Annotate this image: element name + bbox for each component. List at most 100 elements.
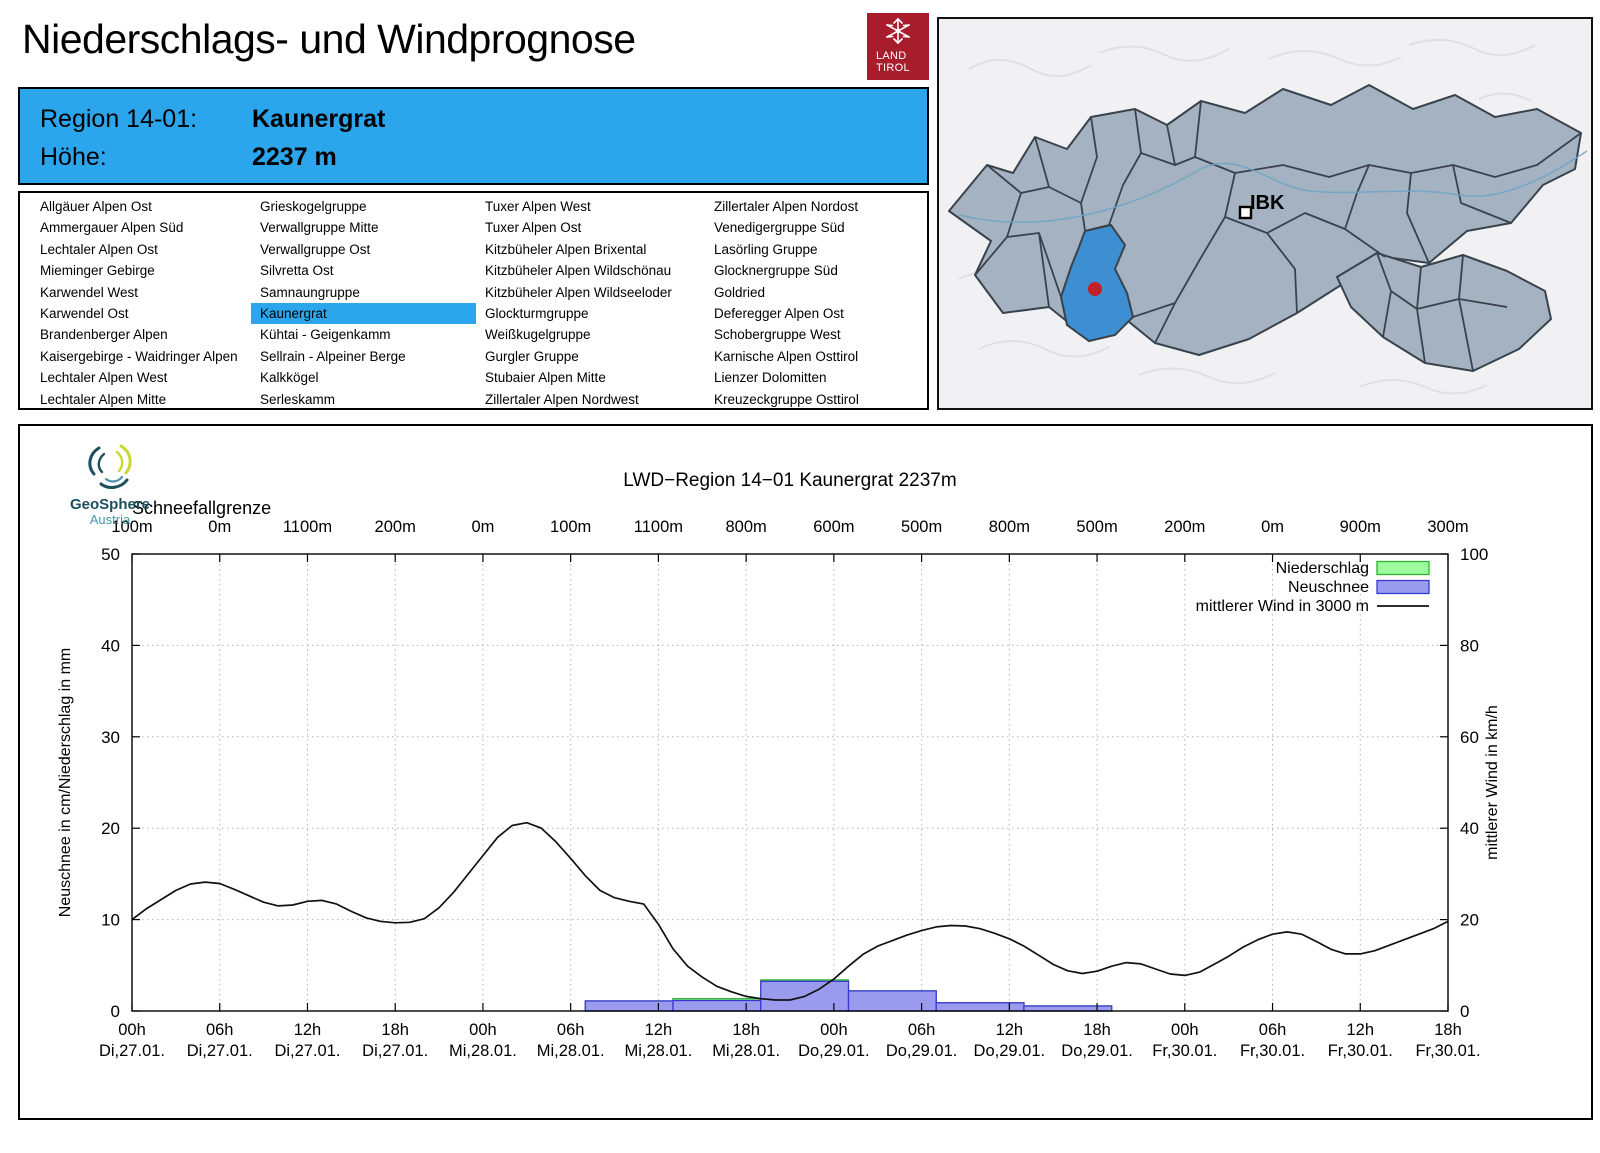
- region-label: Region 14-01:: [40, 105, 198, 133]
- left-tick-label: 40: [101, 636, 120, 655]
- logo-text: LAND TIROL: [876, 50, 910, 74]
- region-item[interactable]: Kitzbüheler Alpen Wildseeloder: [485, 284, 672, 300]
- snowline-value: 300m: [1427, 518, 1468, 536]
- region-item[interactable]: Kaisergebirge - Waidringer Alpen: [40, 348, 238, 364]
- region-item[interactable]: Kalkkögel: [260, 370, 319, 386]
- region-item[interactable]: Allgäuer Alpen Ost: [40, 199, 152, 214]
- x-tick-time: 18h: [732, 1021, 760, 1039]
- snowline-value: 800m: [989, 518, 1030, 536]
- region-item[interactable]: Deferegger Alpen Ost: [714, 305, 844, 321]
- forecast-chart-svg: LWD−Region 14−01 Kaunergrat 2237m Schneef…: [57, 470, 1501, 1060]
- region-item[interactable]: Verwallgruppe Ost: [260, 241, 371, 257]
- region-item[interactable]: Lasörling Gruppe: [714, 241, 818, 257]
- left-tick-label: 10: [101, 911, 120, 930]
- map-relief-texture: [958, 38, 1536, 395]
- snowline-value: 900m: [1340, 518, 1381, 536]
- region-item[interactable]: Kitzbüheler Alpen Wildschönau: [485, 263, 672, 279]
- page-title: Niederschlags- und Windprognose: [22, 16, 636, 62]
- geosphere-logo: GeoSphere Austria: [48, 442, 172, 527]
- chart-axes: [131, 553, 1449, 1012]
- region-item[interactable]: Mieminger Gebirge: [40, 263, 155, 279]
- region-item[interactable]: Venedigergruppe Süd: [714, 220, 845, 236]
- legend-label: Niederschlag: [1276, 560, 1369, 577]
- region-item[interactable]: Karwendel Ost: [40, 305, 129, 321]
- region-column: Grieskogelgruppe Verwallgruppe Mitte Verwa…: [251, 196, 476, 410]
- location-marker: [1088, 282, 1102, 296]
- neuschnee-bar: [1023, 1005, 1113, 1012]
- region-item[interactable]: Lechtaler Alpen Ost: [40, 241, 158, 257]
- region-item[interactable]: Tuxer Alpen West: [485, 199, 591, 214]
- x-tick-time: 06h: [1259, 1021, 1287, 1039]
- region-item[interactable]: Tuxer Alpen Ost: [485, 220, 582, 236]
- x-tick-time: 18h: [381, 1021, 409, 1039]
- region-item[interactable]: Lechtaler Alpen West: [40, 370, 168, 386]
- snowline-value: 1100m: [283, 518, 332, 536]
- neuschnee-bar: [935, 1002, 1025, 1012]
- snowline-value: 100m: [111, 518, 152, 536]
- x-tick-time: 12h: [645, 1021, 673, 1039]
- x-tick-date: Fr,30.01.: [1328, 1042, 1393, 1060]
- region-item[interactable]: Samnaungruppe: [260, 284, 360, 300]
- region-item[interactable]: Verwallgruppe Mitte: [260, 220, 379, 236]
- x-tick-time: 12h: [1347, 1021, 1375, 1039]
- region-item[interactable]: Gurgler Gruppe: [485, 348, 579, 364]
- region-item[interactable]: Lienzer Dolomitten: [714, 370, 827, 386]
- legend-label: mittlerer Wind in 3000 m: [1196, 598, 1369, 615]
- region-item[interactable]: Glockturmgruppe: [485, 305, 589, 321]
- left-tick-label: 0: [111, 1002, 120, 1021]
- region-item[interactable]: Brandenberger Alpen: [40, 327, 168, 343]
- snowline-heading: Schneefallgrenze: [132, 498, 271, 518]
- map-district-borders: [974, 100, 1582, 372]
- region-item[interactable]: Glocknergruppe Süd: [714, 263, 838, 279]
- region-item[interactable]: Kühtai - Geigenkamm: [260, 327, 391, 343]
- region-item[interactable]: Sellrain - Alpeiner Berge: [260, 348, 406, 364]
- region-item[interactable]: Serleskamm: [260, 391, 336, 407]
- neuschnee-bar: [847, 990, 937, 1012]
- snowline-value: 600m: [813, 518, 854, 536]
- snowline-value: 100m: [550, 518, 591, 536]
- region-item[interactable]: Karnische Alpen Osttirol: [714, 348, 859, 364]
- snowline-value: 200m: [1164, 518, 1205, 536]
- chart-title: LWD−Region 14−01 Kaunergrat 2237m: [623, 470, 956, 491]
- region-item[interactable]: Karwendel West: [40, 284, 139, 300]
- legend-swatch: [1376, 560, 1430, 576]
- snowline-value: 800m: [725, 518, 766, 536]
- region-item[interactable]: Silvretta Ost: [260, 263, 334, 279]
- x-tick-time: 00h: [118, 1021, 146, 1039]
- region-item[interactable]: Zillertaler Alpen Nordwest: [485, 391, 639, 407]
- region-item-selected[interactable]: Kaunergrat: [251, 302, 476, 325]
- snowline-value: 0m: [1261, 518, 1284, 536]
- snowline-value: 0m: [471, 518, 494, 536]
- x-tick-time: 12h: [996, 1021, 1024, 1039]
- x-tick-time: 00h: [469, 1021, 497, 1039]
- x-tick-date: Mi,28.01.: [449, 1042, 517, 1060]
- left-tick-label: 30: [101, 728, 120, 747]
- region-item[interactable]: Zillertaler Alpen Nordost: [714, 199, 859, 214]
- ylabel-right: mittlerer Wind in km/h: [1484, 705, 1501, 860]
- x-tick-date: Mi,28.01.: [624, 1042, 692, 1060]
- neuschnee-bar: [584, 1000, 674, 1012]
- region-item[interactable]: Grieskogelgruppe: [260, 199, 367, 214]
- city-label: IBK: [1250, 192, 1285, 214]
- region-item[interactable]: Lechtaler Alpen Mitte: [40, 391, 167, 407]
- region-item[interactable]: Stubaier Alpen Mitte: [485, 370, 606, 386]
- region-column: Tuxer Alpen West Tuxer Alpen Ost Kitzbühel…: [476, 196, 701, 410]
- x-axis-labels: 00h Di,27.01. 06h Di,27.01. 12h Di,27.01. 18h D…: [99, 1021, 1481, 1060]
- region-item[interactable]: Weißkugelgruppe: [485, 327, 591, 343]
- snowline-value: 0m: [208, 518, 231, 536]
- x-tick-date: Do,29.01.: [798, 1042, 870, 1060]
- region-item[interactable]: Ammergauer Alpen Süd: [40, 220, 184, 236]
- region-item[interactable]: Schobergruppe West: [714, 327, 841, 343]
- x-tick-date: Fr,30.01.: [1240, 1042, 1305, 1060]
- tirol-map[interactable]: IBK: [937, 17, 1593, 410]
- x-tick-date: Mi,28.01.: [537, 1042, 605, 1060]
- right-tick-label: 0: [1460, 1002, 1469, 1021]
- x-tick-date: Mi,28.01.: [712, 1042, 780, 1060]
- forecast-chart: LWD−Region 14−01 Kaunergrat 2237m Schneef…: [18, 424, 1593, 1120]
- region-item[interactable]: Goldried: [714, 284, 766, 300]
- region-item[interactable]: Kreuzeckgruppe Osttirol: [714, 391, 859, 407]
- region-column: Allgäuer Alpen Ost Ammergauer Alpen Süd Le…: [31, 196, 256, 410]
- region-item[interactable]: Kitzbüheler Alpen Brixental: [485, 241, 647, 257]
